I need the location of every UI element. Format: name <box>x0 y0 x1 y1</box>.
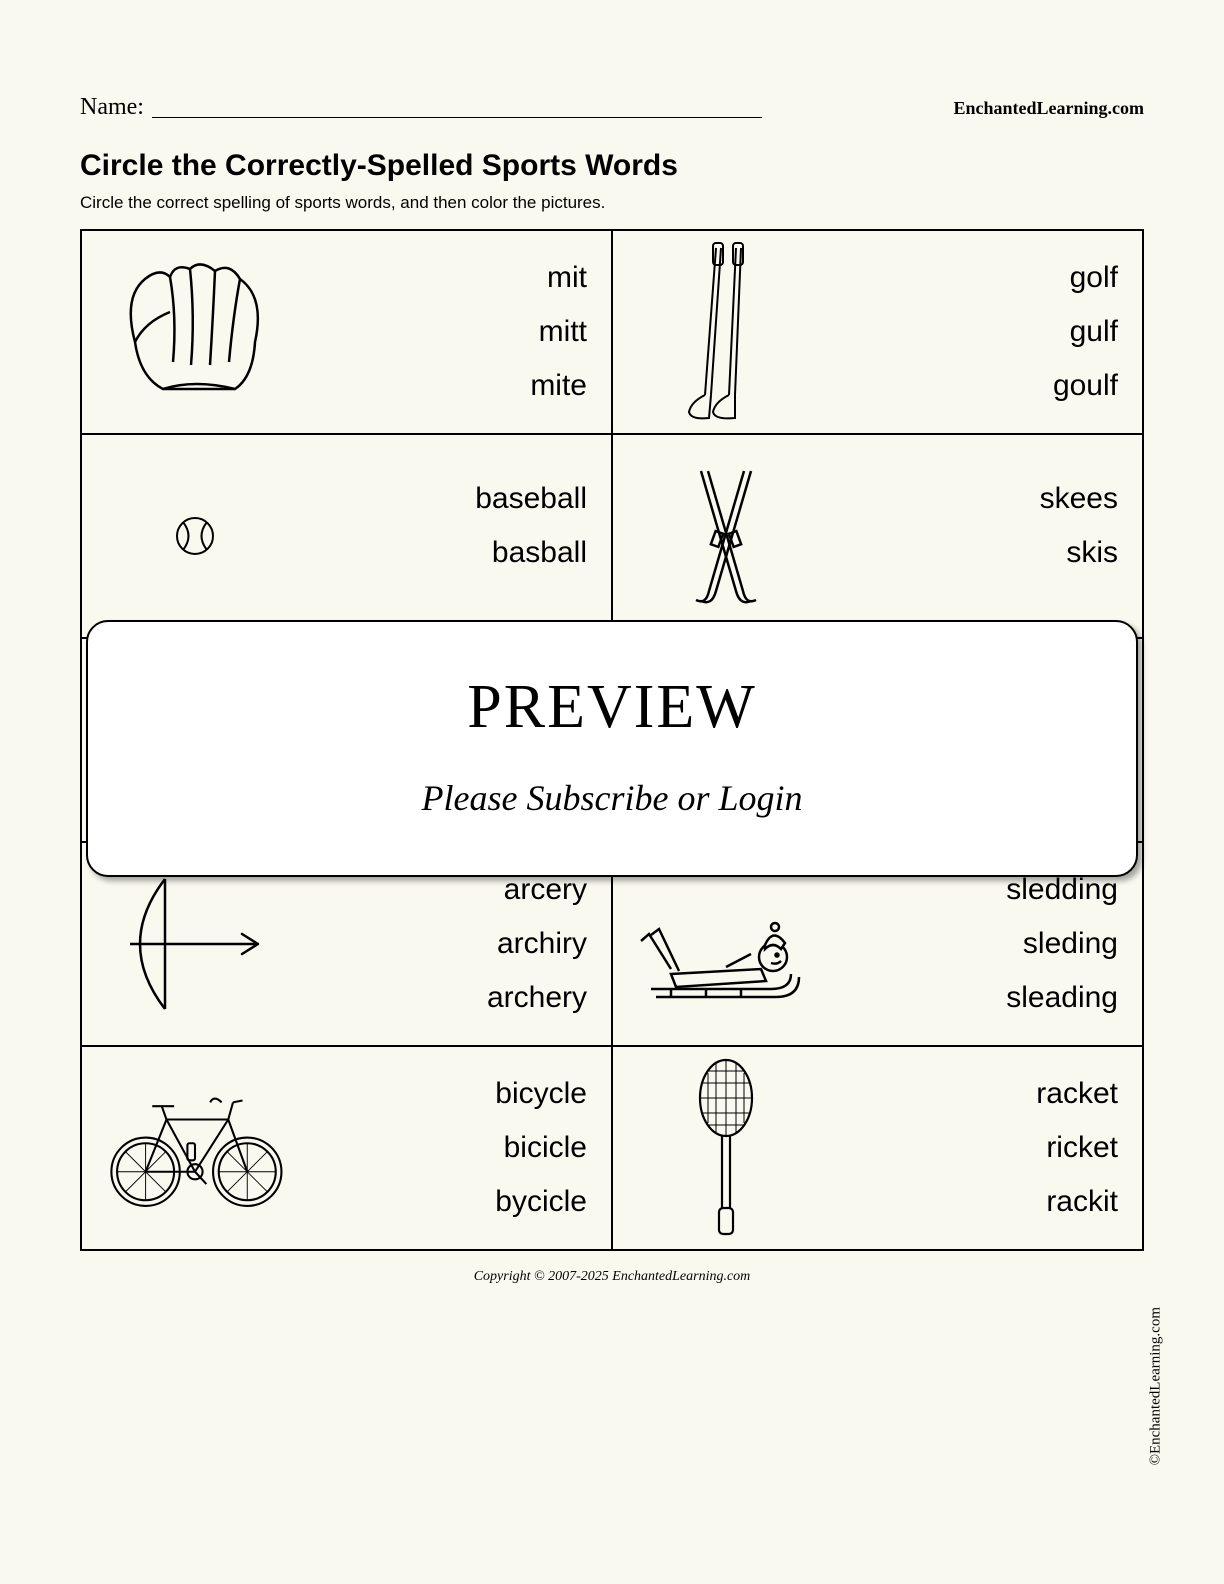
copyright-footer: Copyright © 2007-2025 EnchantedLearning.… <box>80 1269 1144 1285</box>
word-option[interactable]: baseball <box>475 482 587 516</box>
archery-icon <box>100 864 290 1024</box>
grid-cell: golf gulf goulf <box>613 231 1142 433</box>
word-options: sledding sleding sleading <box>821 873 1118 1015</box>
word-option[interactable]: mitt <box>539 315 587 349</box>
word-option[interactable]: goulf <box>1053 369 1118 403</box>
word-option[interactable]: archery <box>487 981 587 1015</box>
name-field: Name: <box>80 94 762 121</box>
worksheet-instructions: Circle the correct spelling of sports wo… <box>80 193 1144 213</box>
word-options: racket ricket rackit <box>821 1077 1118 1219</box>
word-options: baseball basball <box>290 482 587 590</box>
site-label: EnchantedLearning.com <box>953 98 1144 119</box>
name-label: Name: <box>80 94 144 121</box>
table-row: mit mitt mite <box>81 230 1143 434</box>
word-option[interactable]: skis <box>1066 536 1118 570</box>
overlay-subtitle: Please Subscribe or Login <box>118 777 1106 819</box>
word-option[interactable]: sledding <box>1006 873 1118 907</box>
word-option[interactable]: rackit <box>1046 1185 1118 1219</box>
preview-overlay: PREVIEW Please Subscribe or Login <box>86 620 1138 877</box>
skis-icon <box>631 461 821 611</box>
overlay-title: PREVIEW <box>118 672 1106 743</box>
word-option[interactable]: skees <box>1040 482 1118 516</box>
golf-icon <box>631 240 821 425</box>
word-option[interactable]: sleading <box>1006 981 1118 1015</box>
word-option[interactable]: bicycle <box>495 1077 587 1111</box>
bicycle-icon <box>100 1078 290 1218</box>
word-options: golf gulf goulf <box>821 261 1118 403</box>
grid-cell: racket ricket rackit <box>613 1047 1142 1249</box>
word-options: bicycle bicicle bycicle <box>290 1077 587 1219</box>
mitt-icon <box>100 257 290 407</box>
table-row: bicycle bicicle bycicle <box>81 1046 1143 1250</box>
word-option[interactable]: bycicle <box>495 1185 587 1219</box>
word-option[interactable]: ricket <box>1046 1131 1118 1165</box>
baseball-icon <box>100 511 290 561</box>
word-option[interactable]: sleding <box>1023 927 1118 961</box>
grid-cell: skees skis <box>613 435 1142 637</box>
name-input-line[interactable] <box>152 117 762 118</box>
word-option[interactable]: archiry <box>497 927 587 961</box>
word-option[interactable]: arcery <box>504 873 587 907</box>
sledding-icon <box>631 869 821 1019</box>
grid-cell: mit mitt mite <box>82 231 611 433</box>
side-copyright: ©EnchantedLearning.com <box>1147 1307 1164 1465</box>
word-option[interactable]: golf <box>1070 261 1118 295</box>
word-options: arcery archiry archery <box>290 873 587 1015</box>
word-options: skees skis <box>821 482 1118 590</box>
word-option[interactable]: gulf <box>1070 315 1118 349</box>
racket-icon <box>631 1053 821 1243</box>
word-option[interactable]: bicicle <box>504 1131 587 1165</box>
grid-cell: bicycle bicicle bycicle <box>82 1047 611 1249</box>
word-option[interactable]: basball <box>492 536 587 570</box>
table-row: baseball basball <box>81 434 1143 638</box>
word-option[interactable]: mite <box>530 369 587 403</box>
word-option[interactable]: racket <box>1036 1077 1118 1111</box>
word-option[interactable]: mit <box>547 261 587 295</box>
worksheet-title: Circle the Correctly-Spelled Sports Word… <box>80 149 1144 183</box>
word-options: mit mitt mite <box>290 261 587 403</box>
header-row: Name: EnchantedLearning.com <box>80 94 1144 121</box>
grid-cell: baseball basball <box>82 435 611 637</box>
